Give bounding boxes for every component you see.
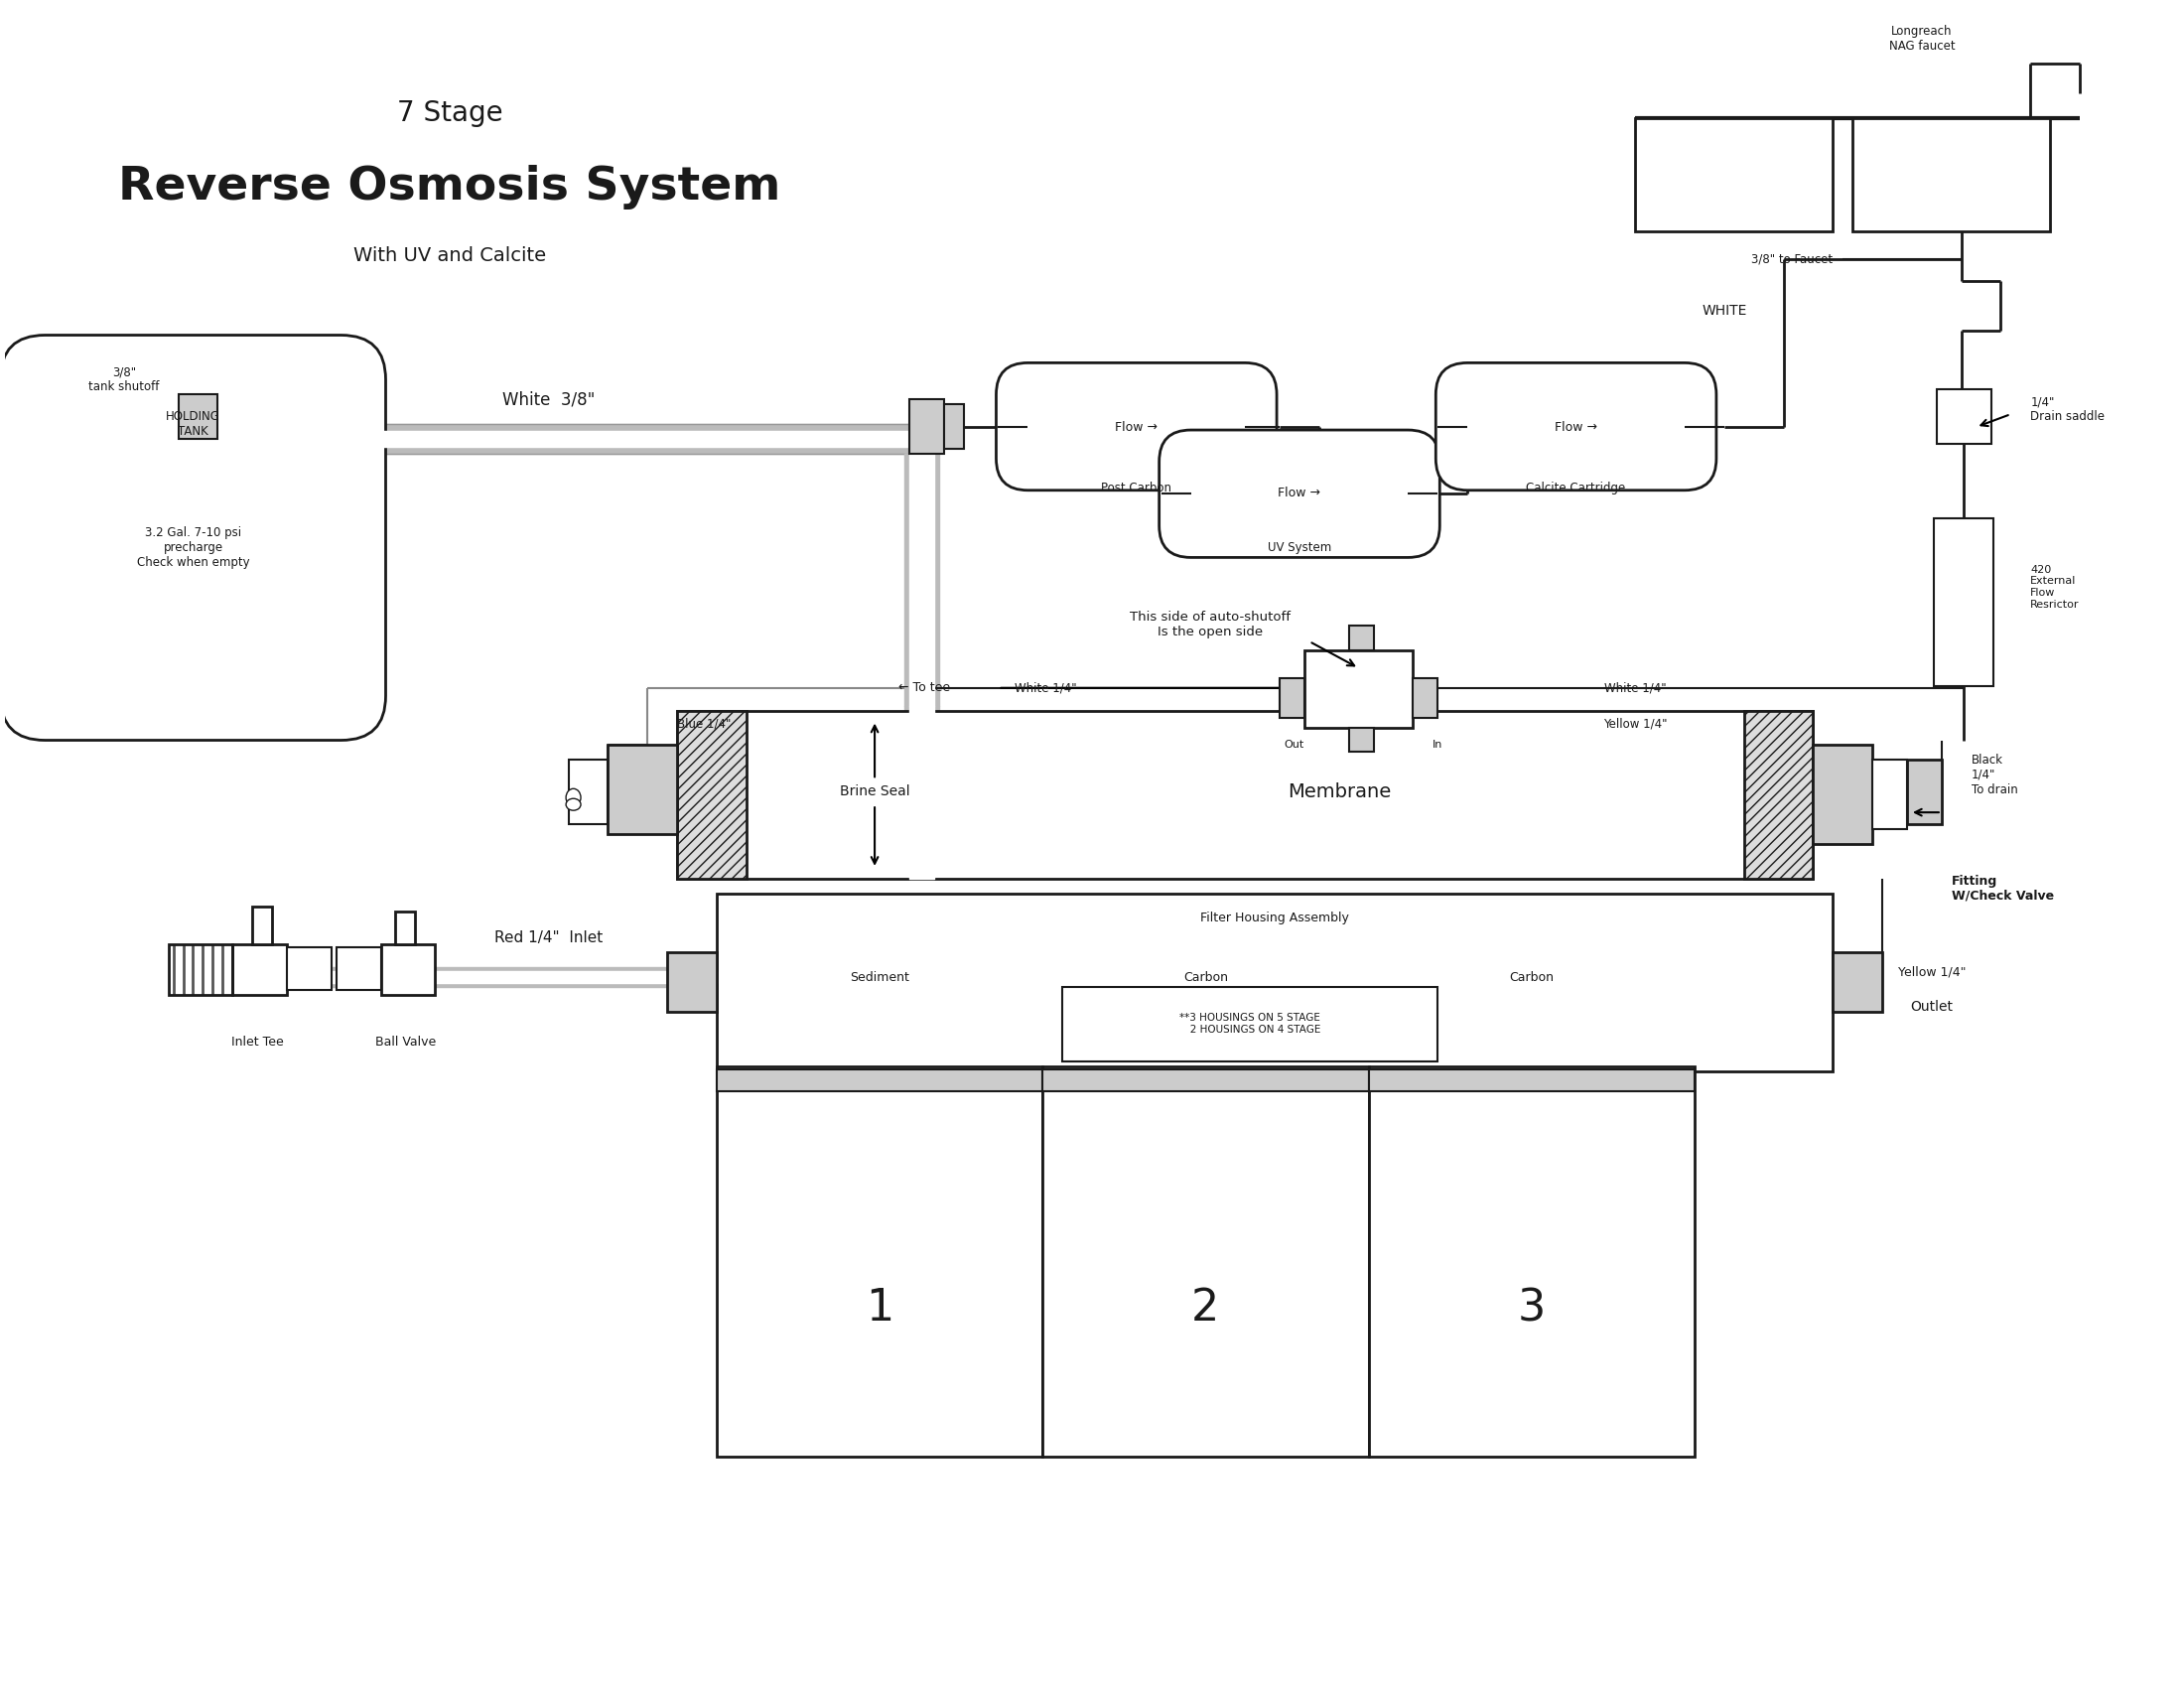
- Bar: [1280, 679, 1304, 717]
- Text: In: In: [1433, 741, 1444, 749]
- Text: 3.2 Gal. 7-10 psi
precharge
Check when empty: 3.2 Gal. 7-10 psi precharge Check when e…: [138, 527, 249, 569]
- Bar: [677, 711, 747, 878]
- Text: 3/8"
tank shutoff: 3/8" tank shutoff: [90, 366, 159, 393]
- Bar: [395, 912, 415, 944]
- Text: Filter Housing Assembly: Filter Housing Assembly: [1201, 912, 1350, 925]
- Bar: [1937, 390, 1992, 444]
- Bar: [1369, 1067, 1695, 1457]
- Bar: [1042, 1069, 1369, 1090]
- Text: Membrane: Membrane: [1286, 782, 1391, 802]
- Text: Flow →: Flow →: [1116, 420, 1158, 434]
- Text: Flow →: Flow →: [1278, 486, 1321, 500]
- Bar: [1369, 1069, 1695, 1090]
- Text: 1/4"
Drain saddle: 1/4" Drain saddle: [2031, 395, 2105, 424]
- Bar: [1042, 1067, 1369, 1457]
- Bar: [1872, 760, 1907, 829]
- Text: Sediment: Sediment: [850, 971, 909, 984]
- Text: Red 1/4"  Inlet: Red 1/4" Inlet: [494, 930, 603, 945]
- Text: White 1/4": White 1/4": [1605, 682, 1666, 694]
- Text: ← To tee: ← To tee: [898, 682, 950, 694]
- Text: Calcite Cartridge: Calcite Cartridge: [1527, 481, 1625, 495]
- Text: White 1/4": White 1/4": [1016, 682, 1077, 694]
- Bar: [568, 760, 607, 824]
- Bar: [286, 947, 332, 991]
- Text: Blue 1/4": Blue 1/4": [677, 717, 732, 729]
- Text: 1: 1: [865, 1286, 893, 1330]
- Bar: [380, 944, 435, 996]
- Text: Out: Out: [1284, 741, 1304, 749]
- Bar: [336, 947, 380, 991]
- Bar: [668, 952, 716, 1013]
- Bar: [1832, 952, 1883, 1013]
- Bar: [1304, 650, 1413, 728]
- FancyBboxPatch shape: [1435, 363, 1717, 490]
- Bar: [232, 944, 286, 996]
- Text: WHITE: WHITE: [1701, 304, 1747, 317]
- Text: Ball Valve: Ball Valve: [376, 1035, 437, 1048]
- Text: 2: 2: [1192, 1286, 1219, 1330]
- Ellipse shape: [566, 788, 581, 807]
- Text: Post Carbon: Post Carbon: [1101, 481, 1171, 495]
- Text: Black
1/4"
To drain: Black 1/4" To drain: [1972, 753, 2018, 797]
- Text: Longreach
NAG faucet: Longreach NAG faucet: [1889, 25, 1955, 52]
- Bar: [909, 400, 943, 454]
- Bar: [179, 395, 218, 439]
- Bar: [716, 893, 1832, 1072]
- Text: Inlet Tee: Inlet Tee: [232, 1035, 284, 1048]
- Text: Reverse Osmosis System: Reverse Osmosis System: [118, 165, 782, 209]
- Bar: [716, 1067, 1042, 1457]
- Bar: [1061, 987, 1437, 1062]
- Bar: [1413, 679, 1437, 717]
- Bar: [1636, 118, 1832, 231]
- Bar: [1350, 626, 1374, 650]
- Bar: [1813, 744, 1872, 844]
- Text: Carbon: Carbon: [1509, 971, 1555, 984]
- Bar: [943, 405, 963, 449]
- Text: UV System: UV System: [1267, 542, 1332, 554]
- Bar: [1852, 118, 2051, 231]
- Text: 3: 3: [1518, 1286, 1546, 1330]
- Text: Yellow 1/4": Yellow 1/4": [1603, 717, 1666, 729]
- Bar: [716, 1069, 1042, 1090]
- Bar: [1907, 760, 1942, 824]
- Bar: [1933, 518, 1994, 685]
- Text: This side of auto-shutoff
Is the open side: This side of auto-shutoff Is the open si…: [1129, 611, 1291, 638]
- Text: 3/8" to Faucet: 3/8" to Faucet: [1752, 253, 1832, 265]
- Bar: [1745, 711, 1813, 878]
- FancyBboxPatch shape: [1160, 430, 1439, 557]
- Bar: [168, 944, 232, 996]
- Text: Carbon: Carbon: [1184, 971, 1227, 984]
- Bar: [677, 711, 1813, 878]
- Text: Fitting
W/Check Valve: Fitting W/Check Valve: [1952, 874, 2053, 903]
- FancyBboxPatch shape: [0, 336, 387, 741]
- FancyBboxPatch shape: [996, 363, 1278, 490]
- Text: Brine Seal: Brine Seal: [839, 785, 911, 798]
- Ellipse shape: [566, 798, 581, 810]
- Text: White  3/8": White 3/8": [502, 390, 594, 408]
- Text: Outlet: Outlet: [1911, 999, 1952, 1014]
- Text: 7 Stage: 7 Stage: [397, 100, 502, 127]
- Bar: [253, 906, 273, 944]
- Text: Yellow 1/4": Yellow 1/4": [1898, 966, 1966, 979]
- Bar: [1350, 728, 1374, 753]
- Text: Flow →: Flow →: [1555, 420, 1597, 434]
- Text: 420
External
Flow
Resrictor: 420 External Flow Resrictor: [2031, 565, 2079, 609]
- Text: With UV and Calcite: With UV and Calcite: [354, 246, 546, 265]
- Text: HOLDING
TANK: HOLDING TANK: [166, 410, 221, 437]
- Text: **3 HOUSINGS ON 5 STAGE
   2 HOUSINGS ON 4 STAGE: **3 HOUSINGS ON 5 STAGE 2 HOUSINGS ON 4 …: [1179, 1013, 1321, 1035]
- Bar: [607, 744, 677, 834]
